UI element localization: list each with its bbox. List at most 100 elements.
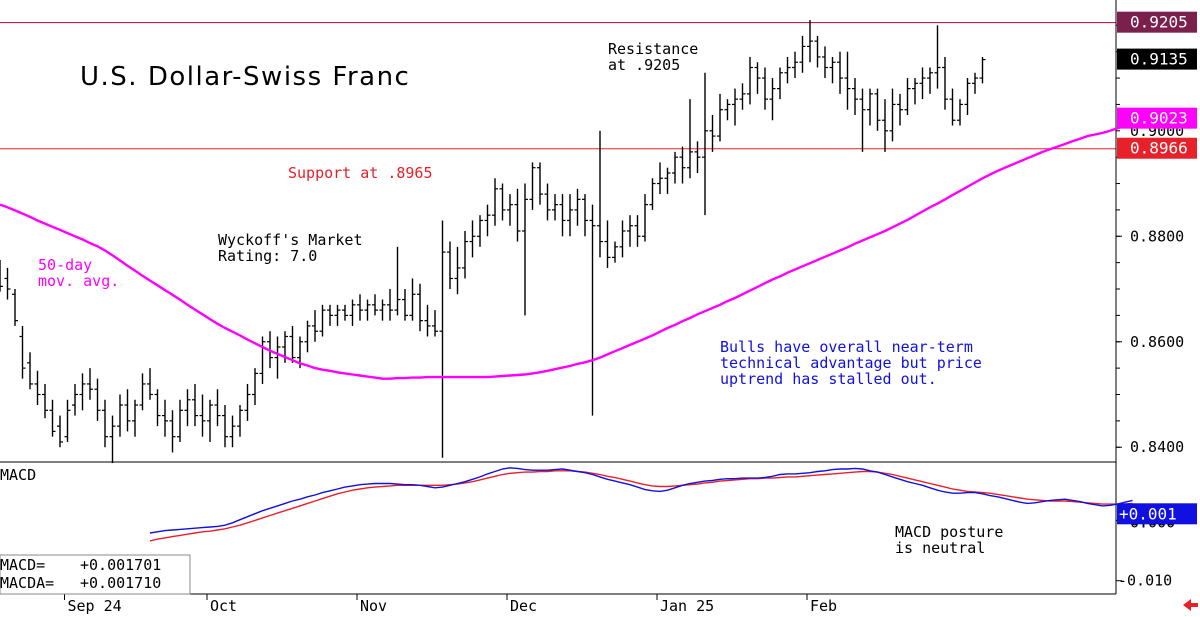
ohlc-bar xyxy=(957,99,963,126)
ohlc-bar xyxy=(657,162,663,195)
ohlc-bar xyxy=(177,399,183,442)
price-tick-label: 0.8600 xyxy=(1130,333,1184,351)
ohlc-bar xyxy=(979,56,986,84)
ohlc-bar xyxy=(897,93,903,126)
outlook-note-line: Bulls have overall near-term xyxy=(720,338,973,356)
macd-lines xyxy=(149,467,1133,542)
ohlc-bar xyxy=(342,304,348,321)
ohlc-bar xyxy=(379,299,386,321)
ohlc-bar xyxy=(334,304,341,326)
ohlc-bar xyxy=(687,99,693,179)
ohlc-bar xyxy=(649,178,656,210)
ohlc-bar xyxy=(627,215,633,247)
macd-note: MACD posture is neutral xyxy=(895,523,1012,557)
ohlc-bar xyxy=(739,83,746,110)
ohlc-bar xyxy=(109,415,116,464)
ohlc-bar xyxy=(597,130,603,258)
ohlc-bar xyxy=(522,183,528,316)
ohlc-bar xyxy=(934,25,941,89)
date-tick-label: Dec xyxy=(510,597,537,615)
ohlc-bar xyxy=(567,194,573,237)
ohlc-bar xyxy=(927,67,933,94)
ohlc-bar xyxy=(57,415,63,448)
ohlc-bar xyxy=(882,99,888,152)
ohlc-bar xyxy=(372,294,378,316)
ohlc-bar xyxy=(447,241,453,290)
macd-readout-box: MACD= +0.001701 MACDA= +0.001710 xyxy=(0,554,191,595)
ohlc-bar xyxy=(717,93,723,142)
resistance-note: Resistance at .9205 xyxy=(608,40,707,74)
ohlc-bar xyxy=(859,88,866,152)
ohlc-bar xyxy=(229,415,236,448)
rating-note-line: Wyckoff's Market xyxy=(218,231,363,249)
ohlc-bar xyxy=(424,304,431,337)
ohlc-bar xyxy=(529,162,536,210)
outlook-note: Bulls have overall near-term technical a… xyxy=(720,338,991,388)
ohlc-bar xyxy=(469,220,476,258)
macda-readout-value: +0.001710 xyxy=(80,574,161,592)
macd-line xyxy=(149,467,1133,534)
last-price-tag-label: 0.9135 xyxy=(1130,50,1188,69)
ohlc-bar xyxy=(544,183,551,221)
ohlc-bar xyxy=(574,188,581,226)
ohlc-bar xyxy=(762,67,768,110)
resistance-note-line: Resistance xyxy=(608,40,698,58)
ohlc-bar xyxy=(552,194,558,221)
moving-average-price-tag-box xyxy=(1117,107,1197,129)
ohlc-bar xyxy=(604,220,611,268)
ma-note-line: mov. avg. xyxy=(38,272,119,290)
ohlc-bar xyxy=(132,399,138,437)
scroll-left-arrow-icon[interactable] xyxy=(1183,599,1198,611)
ohlc-bar xyxy=(694,141,701,173)
ohlc-bar xyxy=(4,267,11,300)
ohlc-bar xyxy=(837,51,843,94)
resistance-price-tag-label: 0.9205 xyxy=(1130,13,1188,32)
moving-average-price-tag-label: 0.9023 xyxy=(1130,109,1188,128)
ohlc-bar xyxy=(64,399,71,442)
ohlc-bar xyxy=(612,241,618,263)
ohlc-bar xyxy=(732,88,738,126)
ohlc-bar xyxy=(499,183,506,221)
ohlc-bar xyxy=(402,289,408,321)
ma-note: 50-day mov. avg. xyxy=(38,256,119,290)
ohlc-bar xyxy=(394,246,401,316)
ohlc-bar xyxy=(537,162,543,205)
macd-tick-label: -0.010 xyxy=(1118,572,1172,590)
resistance-note-line: at .9205 xyxy=(608,56,680,74)
ohlc-bar xyxy=(462,231,468,279)
ohlc-bar xyxy=(709,114,716,152)
ohlc-bar xyxy=(514,188,521,242)
ohlc-bar xyxy=(154,389,161,427)
ohlc-bar xyxy=(582,194,588,237)
ohlc-bar xyxy=(319,304,326,337)
ohlc-bar xyxy=(439,220,446,458)
moving-average-line xyxy=(0,117,1141,380)
ohlc-bar xyxy=(214,389,221,427)
ohlc-bar xyxy=(942,56,948,110)
ohlc-bar xyxy=(87,368,93,400)
ma-note-line: 50-day xyxy=(38,256,92,274)
macda-readout-label: MACDA= xyxy=(0,574,54,592)
ohlc-bar xyxy=(754,62,761,94)
macd-note-line: is neutral xyxy=(895,539,985,557)
ohlc-bar xyxy=(769,78,776,121)
ohlc-bar xyxy=(409,278,416,321)
ohlc-bar xyxy=(852,78,858,115)
ohlc-bar xyxy=(0,260,3,292)
date-tick-label: Oct xyxy=(210,597,237,615)
ohlc-bar xyxy=(222,405,228,448)
ohlc-bar xyxy=(139,373,146,411)
ohlc-bar xyxy=(49,399,56,437)
support-note-line: Support at .8965 xyxy=(288,164,433,182)
ohlc-bar xyxy=(252,368,258,406)
ohlc-bar xyxy=(199,394,206,437)
ohlc-bar xyxy=(949,88,956,126)
ohlc-bar xyxy=(492,178,498,226)
ohlc-bar xyxy=(814,35,821,68)
ohlc-bar xyxy=(94,378,101,421)
ohlc-bar xyxy=(799,35,806,73)
ohlc-bar xyxy=(844,51,851,110)
